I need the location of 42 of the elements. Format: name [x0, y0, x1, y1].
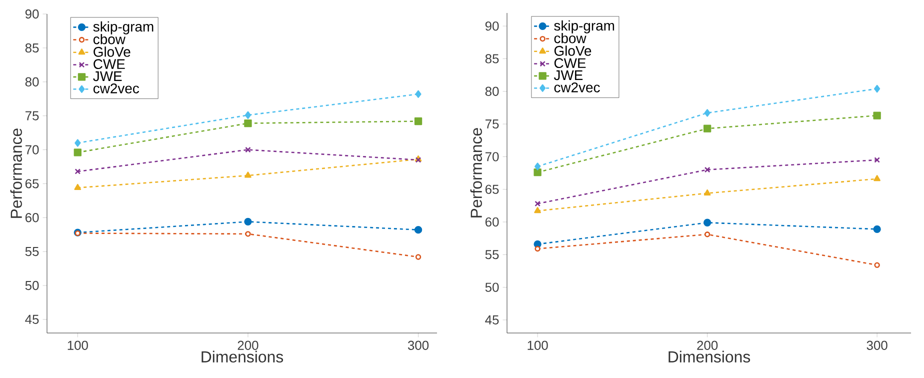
- y-tick-label: 90: [25, 9, 39, 19]
- x-tick-label: 100: [68, 340, 88, 350]
- y-tick-label: 50: [25, 280, 39, 290]
- y-tick-label: 80: [25, 77, 39, 86]
- y-tick-label: 45: [485, 315, 499, 324]
- legend-label: GloVe: [554, 46, 592, 56]
- y-tick-label: 75: [26, 111, 39, 120]
- y-tick-label: 60: [25, 213, 39, 222]
- legend-label: cbow: [93, 34, 126, 44]
- y-tick-label: 60: [485, 217, 499, 227]
- y-tick-label: 70: [26, 145, 39, 154]
- y-tick-label: 75: [486, 120, 499, 129]
- x-tick-label: 100: [528, 340, 548, 350]
- legend-label: JWE: [554, 70, 583, 80]
- x-tick-label: 300: [408, 340, 429, 350]
- x-tick-label: 300: [866, 340, 888, 350]
- legend-label: CWE: [554, 58, 586, 68]
- y-tick-label: 80: [485, 86, 499, 96]
- x-axis-title: Dimensions: [202, 350, 284, 363]
- legend-label: skip-gram: [554, 20, 614, 34]
- x-tick-label: 200: [238, 340, 258, 350]
- y-tick-label: 65: [485, 184, 499, 194]
- x-tick-label: 200: [697, 340, 718, 350]
- y-tick-label: 65: [25, 179, 39, 188]
- y-axis-title: Performance: [10, 128, 22, 218]
- legend-label: cw2vec: [554, 82, 600, 92]
- y-tick-label: 45: [25, 314, 39, 324]
- y-tick-label: 85: [485, 54, 499, 64]
- legend-label: cw2vec: [93, 83, 140, 94]
- y-tick-label: 90: [485, 21, 499, 31]
- y-tick-label: 50: [485, 282, 499, 292]
- y-tick-label: 55: [485, 250, 499, 260]
- x-axis-title: Dimensions: [668, 350, 750, 363]
- y-tick-label: 70: [486, 152, 499, 162]
- y-tick-label: 55: [25, 247, 39, 256]
- legend-label: cbow: [554, 32, 586, 44]
- legend-label: JWE: [93, 71, 122, 82]
- y-tick-label: 85: [25, 43, 39, 53]
- legend-label: skip-gram: [93, 21, 154, 34]
- y-axis-title: Performance: [470, 128, 482, 218]
- legend-label: GloVe: [94, 46, 130, 57]
- legend-label: CWE: [94, 59, 125, 70]
